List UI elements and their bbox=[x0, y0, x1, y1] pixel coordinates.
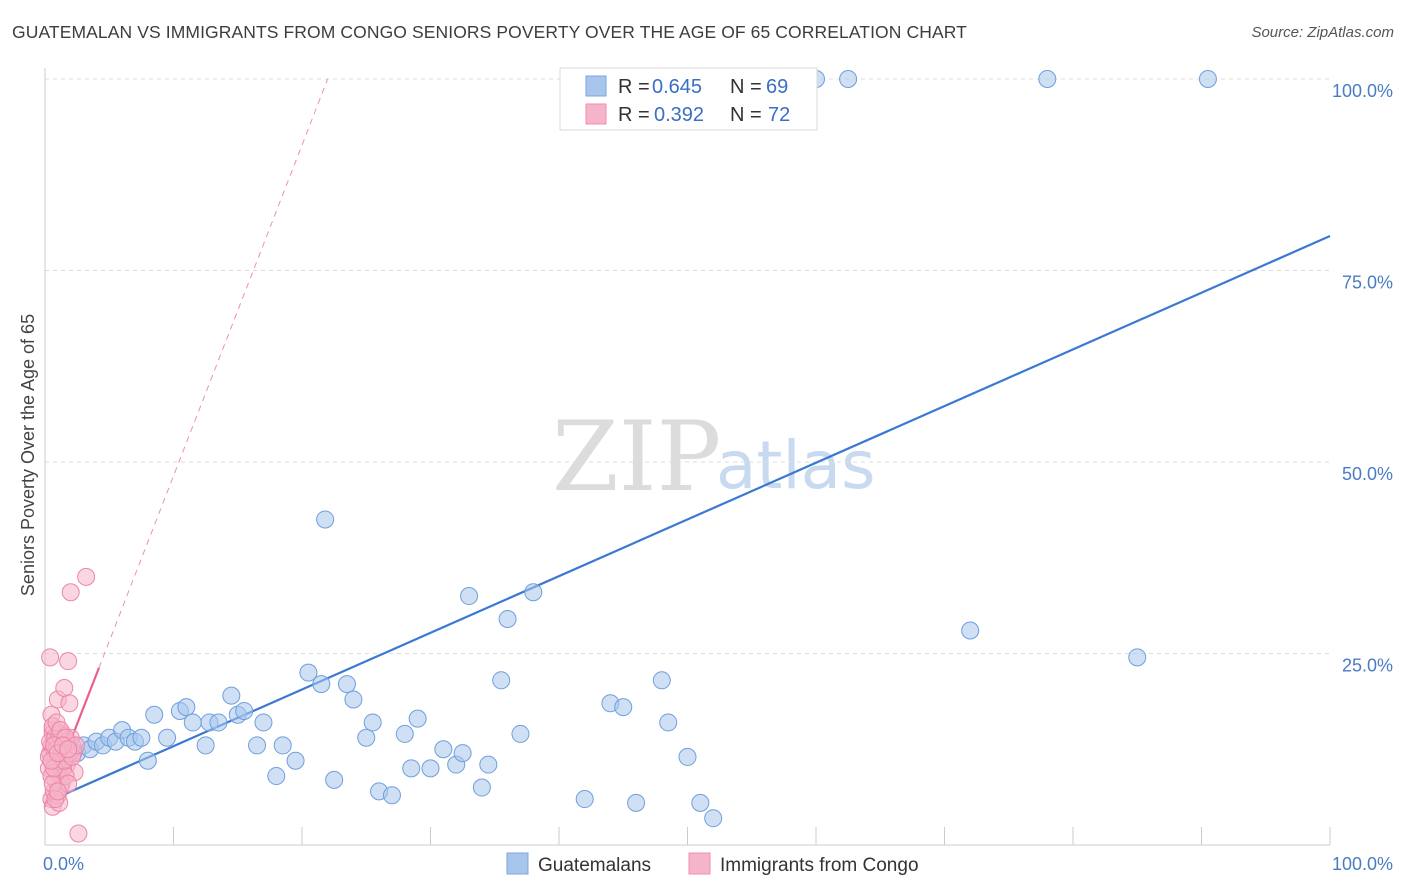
legend-n-value-2: 72 bbox=[768, 104, 790, 126]
legend-r-value-1: 0.645 bbox=[652, 76, 702, 98]
point-guatemalans-57 bbox=[627, 793, 646, 812]
point-guatemalans-25 bbox=[248, 736, 267, 755]
legend-n-label-2: N = bbox=[730, 104, 762, 126]
chart-title: GUATEMALAN VS IMMIGRANTS FROM CONGO SENI… bbox=[12, 22, 967, 42]
source-label: Source: ZipAtlas.com bbox=[1251, 24, 1394, 41]
point-guatemalans-44 bbox=[434, 740, 453, 759]
point-guatemalans-31 bbox=[312, 675, 331, 694]
point-guatemalans-50 bbox=[492, 671, 511, 690]
point-guatemalans-24 bbox=[235, 701, 254, 720]
point-guatemalans-27 bbox=[267, 767, 286, 786]
trend-line-guatemalans bbox=[44, 235, 1331, 804]
point-guatemalans-35 bbox=[344, 690, 363, 709]
point-guatemalans-36 bbox=[357, 728, 376, 747]
point-guatemalans-61 bbox=[691, 793, 710, 812]
point-guatemalans-32 bbox=[316, 510, 335, 529]
point-guatemalans-53 bbox=[524, 583, 543, 602]
point-guatemalans-47 bbox=[460, 587, 479, 606]
point-guatemalans-21 bbox=[209, 713, 228, 732]
point-guatemalans-66 bbox=[839, 70, 858, 88]
watermark-zip: ZIP bbox=[552, 401, 721, 513]
point-guatemalans-63 bbox=[961, 621, 980, 640]
point-guatemalans-41 bbox=[402, 759, 421, 778]
data-points bbox=[39, 70, 1217, 843]
y-tick-label-2: 75.0% bbox=[1342, 273, 1393, 293]
point-guatemalans-37 bbox=[363, 713, 382, 732]
y-axis-label: Seniors Poverty Over the Age of 65 bbox=[18, 314, 38, 596]
point-guatemalans-14 bbox=[145, 705, 164, 724]
x-tick-label-1: 100.0% bbox=[1332, 854, 1393, 874]
tick-labels: 25.0% 50.0% 75.0% 100.0% 0.0% 100.0% bbox=[43, 81, 1393, 874]
y-tick-label-0: 25.0% bbox=[1342, 656, 1393, 676]
point-guatemalans-39 bbox=[382, 786, 401, 805]
point-guatemalans-28 bbox=[273, 736, 292, 755]
bottom-legend-congo: Immigrants from Congo bbox=[720, 855, 919, 876]
point-congo-71 bbox=[48, 782, 67, 801]
bottom-swatch-congo bbox=[688, 852, 711, 875]
legend-r-label-2: R = bbox=[618, 104, 650, 126]
point-guatemalans-60 bbox=[678, 747, 697, 766]
bottom-legend-guatemalans: Guatemalans bbox=[538, 855, 651, 876]
bottom-swatch-guatemalans bbox=[506, 852, 529, 875]
point-guatemalans-18 bbox=[183, 713, 202, 732]
point-guatemalans-15 bbox=[158, 728, 177, 747]
x-tick-label-0: 0.0% bbox=[43, 854, 84, 874]
point-guatemalans-48 bbox=[472, 778, 491, 797]
point-guatemalans-33 bbox=[325, 770, 344, 789]
point-guatemalans-58 bbox=[652, 671, 671, 690]
point-guatemalans-26 bbox=[254, 713, 273, 732]
point-guatemalans-12 bbox=[132, 728, 151, 747]
point-guatemalans-13 bbox=[138, 751, 157, 770]
point-congo-14 bbox=[55, 678, 74, 697]
grid-lines bbox=[45, 78, 1330, 654]
point-congo-67 bbox=[59, 740, 78, 759]
legend-r-label-1: R = bbox=[618, 76, 650, 98]
point-guatemalans-19 bbox=[196, 736, 215, 755]
point-congo-20 bbox=[61, 583, 80, 602]
point-guatemalans-54 bbox=[575, 790, 594, 809]
point-guatemalans-62 bbox=[704, 809, 723, 828]
point-congo-0 bbox=[41, 648, 60, 667]
point-guatemalans-68 bbox=[1198, 70, 1217, 88]
legend-swatch-guatemalans bbox=[585, 75, 607, 97]
point-congo-68 bbox=[77, 567, 96, 586]
point-guatemalans-42 bbox=[408, 709, 427, 728]
point-congo-69 bbox=[69, 824, 88, 843]
legend-n-label-1: N = bbox=[730, 76, 762, 98]
stats-legend: R = 0.645 N = 69 R = 0.392 N = 72 bbox=[559, 67, 818, 131]
point-congo-18 bbox=[60, 694, 79, 713]
series-legend: Guatemalans Immigrants from Congo bbox=[506, 852, 919, 876]
point-guatemalans-40 bbox=[395, 724, 414, 743]
point-guatemalans-49 bbox=[479, 755, 498, 774]
point-guatemalans-51 bbox=[498, 610, 517, 629]
point-guatemalans-64 bbox=[1128, 648, 1147, 667]
watermark-atlas: atlas bbox=[716, 427, 876, 504]
point-guatemalans-29 bbox=[286, 751, 305, 770]
point-guatemalans-46 bbox=[453, 744, 472, 763]
legend-swatch-congo bbox=[585, 103, 607, 125]
trend-line-congo-dashed bbox=[98, 78, 329, 668]
point-guatemalans-52 bbox=[511, 724, 530, 743]
point-guatemalans-17 bbox=[177, 698, 196, 717]
point-congo-17 bbox=[59, 652, 78, 671]
point-guatemalans-56 bbox=[614, 698, 633, 717]
y-tick-label-1: 50.0% bbox=[1342, 464, 1393, 484]
point-guatemalans-34 bbox=[337, 675, 356, 694]
point-guatemalans-30 bbox=[299, 663, 318, 682]
y-tick-label-3: 100.0% bbox=[1332, 81, 1393, 101]
point-guatemalans-22 bbox=[222, 686, 241, 705]
point-guatemalans-43 bbox=[421, 759, 440, 778]
legend-r-value-2: 0.392 bbox=[654, 104, 704, 126]
point-guatemalans-59 bbox=[659, 713, 678, 732]
point-guatemalans-67 bbox=[1038, 70, 1057, 88]
legend-n-value-1: 69 bbox=[766, 76, 788, 98]
